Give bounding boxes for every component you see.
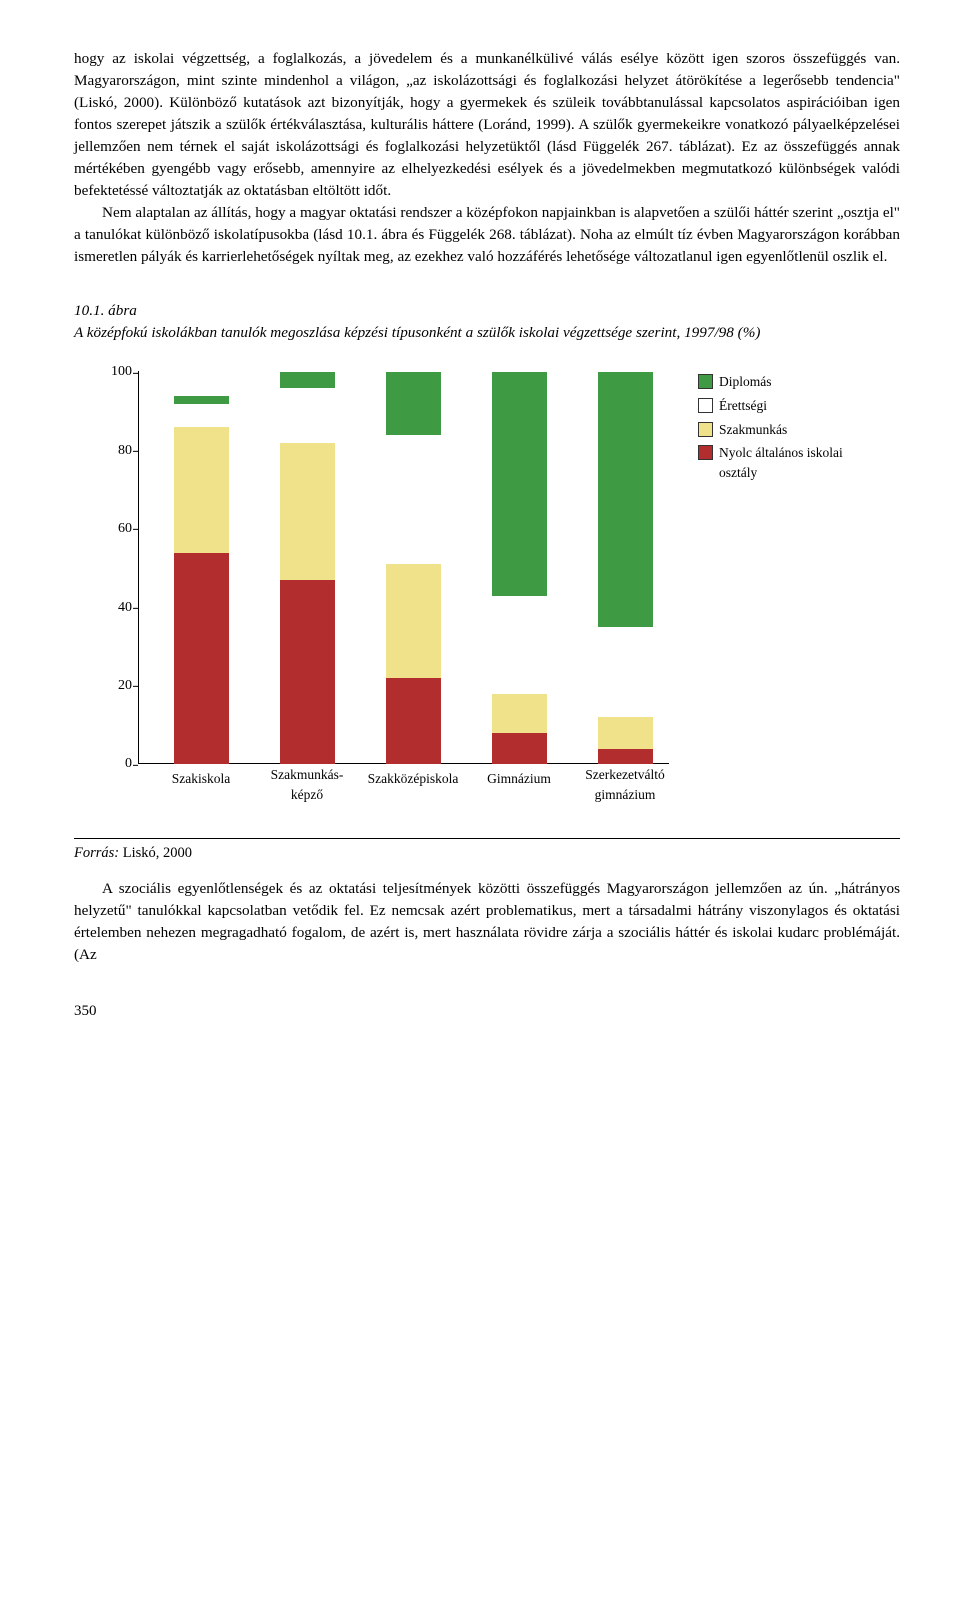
page-number: 350: [74, 1001, 900, 1023]
paragraph-3: A szociális egyenlőtlenségek és az oktat…: [74, 878, 900, 966]
legend-label: Diplomás: [719, 372, 772, 392]
bar-segment-diplomas: [598, 372, 653, 627]
bar-segment-nyolc: [598, 749, 653, 765]
legend-swatch: [698, 398, 713, 413]
bar-segment-erettsegi: [598, 627, 653, 717]
bar-segment-erettsegi: [174, 404, 229, 428]
bar-segment-diplomas: [280, 372, 335, 388]
bar-segment-erettsegi: [492, 596, 547, 694]
source-rule: [74, 838, 900, 839]
bar-segment-nyolc: [280, 580, 335, 764]
y-tick: 60: [96, 519, 132, 539]
figure-source: Forrás: Liskó, 2000: [74, 843, 900, 864]
legend-label: Nyolc általános iskolai osztály: [719, 443, 859, 482]
bar-segment-szakmunkas: [598, 717, 653, 748]
bar-segment-nyolc: [386, 678, 441, 764]
legend-item: Diplomás: [698, 372, 859, 392]
source-ref: Liskó, 2000: [123, 845, 192, 861]
bar: [280, 372, 335, 764]
legend-swatch: [698, 445, 713, 460]
stacked-bar-chart: 020406080100SzakiskolaSzakmunkás-képzőSz…: [74, 358, 900, 788]
x-label: Szakmunkás-képző: [257, 765, 357, 804]
figure-title: A középfokú iskolákban tanulók megoszlás…: [74, 324, 760, 341]
figure-number: 10.1. ábra: [74, 302, 137, 319]
bar-segment-szakmunkas: [386, 564, 441, 678]
y-tick: 20: [96, 676, 132, 696]
y-tick: 100: [96, 362, 132, 382]
bar: [598, 372, 653, 764]
legend-item: Nyolc általános iskolai osztály: [698, 443, 859, 482]
bar-segment-szakmunkas: [280, 443, 335, 580]
chart-legend: Diplomás Érettségi Szakmunkás Nyolc általán…: [698, 372, 859, 486]
x-label: Szakközépiskola: [368, 769, 459, 789]
bar-segment-szakmunkas: [174, 427, 229, 552]
legend-label: Szakmunkás: [719, 420, 787, 440]
legend-item: Érettségi: [698, 396, 859, 416]
legend-swatch: [698, 374, 713, 389]
legend-label: Érettségi: [719, 396, 767, 416]
bar-segment-nyolc: [492, 733, 547, 764]
bar-segment-erettsegi: [280, 388, 335, 443]
bar: [174, 396, 229, 764]
paragraph-2: Nem alaptalan az állítás, hogy a magyar …: [74, 202, 900, 268]
legend-item: Szakmunkás: [698, 420, 859, 440]
x-label: Gimnázium: [487, 769, 551, 789]
bar-segment-diplomas: [174, 396, 229, 404]
source-label: Forrás:: [74, 845, 119, 861]
chart-plot: 020406080100SzakiskolaSzakmunkás-képzőSz…: [96, 358, 686, 788]
bar: [386, 372, 441, 764]
paragraph-1: hogy az iskolai végzettség, a foglalkozá…: [74, 48, 900, 202]
bar-segment-nyolc: [174, 553, 229, 765]
x-label: Szerkezetváltó gimnázium: [570, 765, 680, 804]
bar-segment-szakmunkas: [492, 694, 547, 733]
bar-segment-diplomas: [386, 372, 441, 435]
bar-segment-erettsegi: [386, 435, 441, 564]
y-tick: 0: [96, 754, 132, 774]
bar: [492, 372, 547, 764]
legend-swatch: [698, 422, 713, 437]
bar-segment-diplomas: [492, 372, 547, 595]
y-tick: 80: [96, 441, 132, 461]
y-tick: 40: [96, 597, 132, 617]
x-label: Szakiskola: [172, 769, 231, 789]
figure-caption: 10.1. ábra A középfokú iskolákban tanuló…: [74, 300, 900, 344]
